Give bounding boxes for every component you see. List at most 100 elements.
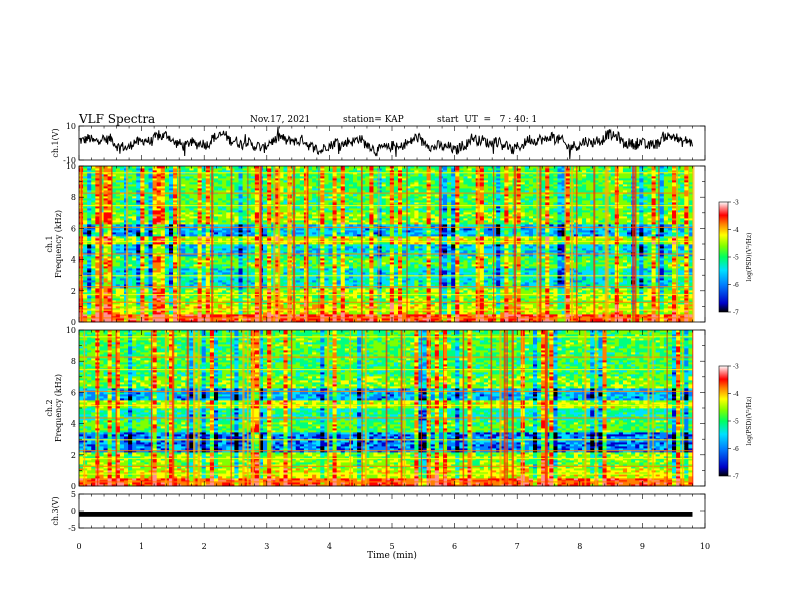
sferic-streak [197,330,200,486]
ch1-spectrogram-cells [79,166,695,323]
sferic-streak [349,330,352,486]
sferic-streak [126,166,129,322]
sferic-streak [584,330,587,486]
sferic-streak [521,330,523,486]
sferic-streak [150,330,153,486]
sferic-streak [536,166,539,322]
sferic-streak [428,330,430,486]
sferic-streak [111,166,113,322]
colorbar-label: log(PSD)(V²/Hz) [746,397,753,446]
y-tick-label: 8 [71,193,76,202]
y-axis-label-channel: ch.2 [45,399,54,416]
y-tick-label: 6 [71,388,76,397]
sferic-streak [539,166,542,322]
x-tick-label: 6 [452,542,457,551]
sferic-streak [288,166,291,322]
y-axis-label-frequency: Frequency (kHz) [54,210,63,278]
spectral-line [79,253,693,255]
sferic-streak [96,330,99,486]
start-time-label: start UT = 7 : 40: 1 [437,115,537,125]
spectral-line [79,275,693,277]
sferic-streak [260,166,263,322]
sferic-streak [400,330,403,486]
panel-frame [78,493,706,529]
colorbar-tick-label: -3 [733,200,739,207]
y-tick-label: 10 [66,162,76,171]
x-axis-label: Time (min) [367,550,417,561]
colorbar-tick-label: -7 [733,310,739,317]
y-tick-label: 10 [66,122,76,131]
sferic-streak [385,330,388,486]
sferic-streak [403,330,406,486]
y-tick-label: 0 [71,482,76,491]
spectral-line [79,309,693,311]
sferic-streak [493,166,495,322]
sferic-streak [490,330,493,486]
sferic-streak [186,330,189,486]
x-tick-label: 5 [389,542,394,551]
sferic-streak [666,330,668,486]
sferic-streak [606,166,609,322]
ch1-waveform-line [78,126,693,160]
x-tick-label: 8 [577,542,582,551]
sferic-streak [247,330,249,486]
figure-title: VLF Spectra [79,112,155,126]
sferic-streak [361,330,363,486]
sferic-streak [259,330,261,486]
colorbar-tick-label: -6 [733,282,739,289]
y-tick-label: 5 [71,490,76,499]
sferic-streak [305,166,307,322]
y-axis-label-frequency: Frequency (kHz) [54,374,63,442]
sferic-streak [115,330,118,486]
sferic-streak [99,166,101,322]
sferic-streak [513,166,516,322]
y-tick-label: 2 [71,451,76,460]
sferic-streak [595,330,597,486]
y-axis-label-channel: ch.1 [45,235,54,252]
colorbar-tick-label: -4 [733,227,739,234]
x-tick-label: 1 [139,542,144,551]
sferic-streak [503,330,506,486]
sferic-streak [171,330,175,486]
y-tick-label: -10 [63,156,76,165]
sferic-streak [290,330,293,486]
sferic-streak [306,166,309,322]
colorbar-tick-label: -5 [733,255,739,262]
sferic-streak [616,166,618,322]
sferic-streak [230,330,232,486]
y-tick-label: 2 [71,287,76,296]
y-tick-label: 4 [71,420,76,429]
sferic-streak [658,166,660,322]
sferic-streak [420,330,422,486]
y-tick-label: -5 [68,524,76,533]
spectral-line [79,240,693,243]
x-tick-label: 7 [515,542,520,551]
sferic-streak [378,166,380,322]
spectral-line [79,192,693,194]
sferic-streak [676,166,678,322]
spectral-line [79,317,693,319]
colorbar-tick-label: -3 [733,364,739,371]
y-axis-label: ch.1(V) [51,128,60,157]
y-tick-label: 6 [71,224,76,233]
sferic-streak [193,330,196,486]
sferic-streak [211,166,214,322]
sferic-streak [360,166,363,322]
ch3-waveform-band [79,512,693,517]
sferic-streak [652,330,654,486]
sferic-streak [100,166,103,322]
station-label: station= KAP [343,115,404,125]
y-tick-label: 10 [66,326,76,335]
sferic-streak [230,166,233,322]
sferic-streak [511,330,514,486]
x-tick-label: 9 [640,542,645,551]
sferic-streak [179,166,181,322]
sferic-streak [477,166,480,322]
colorbar-tick-label: -7 [733,474,739,481]
sferic-streak [682,330,684,486]
spectral-line [79,301,693,303]
sferic-streak [287,166,289,322]
sferic-streak [570,166,574,322]
